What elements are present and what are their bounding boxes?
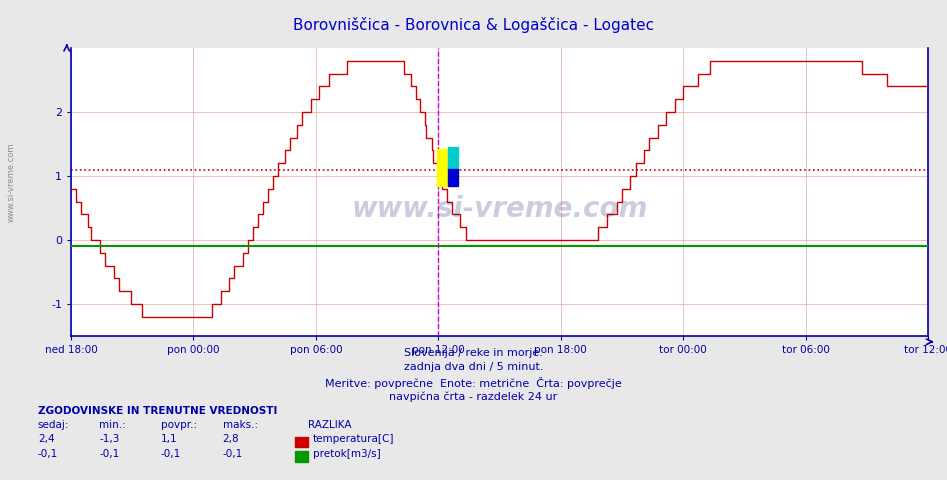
Bar [448, 147, 458, 169]
Bar [448, 169, 458, 186]
Text: -0,1: -0,1 [38, 449, 58, 459]
Text: -1,3: -1,3 [99, 434, 120, 444]
Text: min.:: min.: [99, 420, 126, 430]
Text: -0,1: -0,1 [99, 449, 119, 459]
Text: pretok[m3/s]: pretok[m3/s] [313, 449, 381, 459]
Text: navpična črta - razdelek 24 ur: navpična črta - razdelek 24 ur [389, 391, 558, 402]
Text: Meritve: povprečne  Enote: metrične  Črta: povprečje: Meritve: povprečne Enote: metrične Črta:… [325, 377, 622, 389]
Text: zadnja dva dni / 5 minut.: zadnja dva dni / 5 minut. [403, 362, 544, 372]
Text: sedaj:: sedaj: [38, 420, 69, 430]
Text: -0,1: -0,1 [223, 449, 242, 459]
Bar [438, 149, 448, 186]
Text: maks.:: maks.: [223, 420, 258, 430]
Text: 2,8: 2,8 [223, 434, 240, 444]
Text: Borovniščica - Borovnica & Logaščica - Logatec: Borovniščica - Borovnica & Logaščica - L… [293, 17, 654, 33]
Text: Slovenija / reke in morje.: Slovenija / reke in morje. [404, 348, 543, 358]
Text: 1,1: 1,1 [161, 434, 178, 444]
Text: www.si-vreme.com: www.si-vreme.com [7, 143, 16, 222]
Text: temperatura[C]: temperatura[C] [313, 434, 394, 444]
Text: 2,4: 2,4 [38, 434, 55, 444]
Text: povpr.:: povpr.: [161, 420, 197, 430]
Text: ZGODOVINSKE IN TRENUTNE VREDNOSTI: ZGODOVINSKE IN TRENUTNE VREDNOSTI [38, 406, 277, 416]
Text: -0,1: -0,1 [161, 449, 181, 459]
Text: www.si-vreme.com: www.si-vreme.com [351, 195, 648, 223]
Text: RAZLIKA: RAZLIKA [308, 420, 351, 430]
